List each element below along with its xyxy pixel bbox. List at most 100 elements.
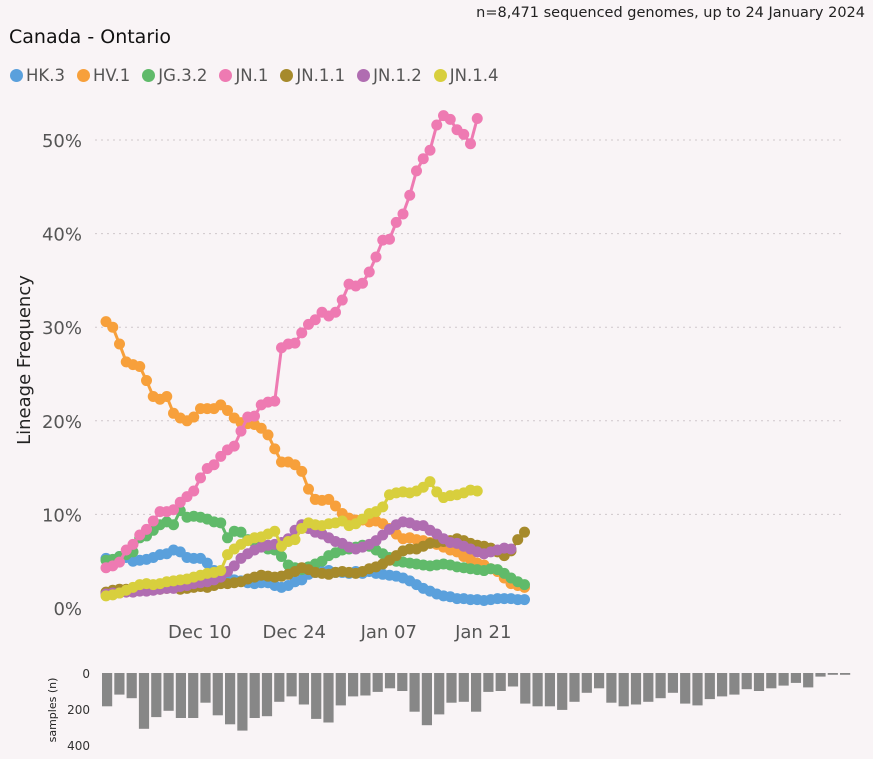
data-point bbox=[465, 138, 476, 150]
sample-bar bbox=[311, 673, 322, 719]
sample-bar bbox=[323, 673, 334, 723]
sample-bar bbox=[372, 673, 383, 692]
samples-tick-label: 200 bbox=[67, 703, 90, 717]
data-point bbox=[330, 306, 341, 318]
data-point bbox=[505, 543, 517, 555]
sample-bar bbox=[126, 673, 137, 699]
sample-bar bbox=[138, 673, 150, 729]
data-point bbox=[309, 314, 321, 326]
data-point bbox=[397, 208, 409, 220]
data-point bbox=[134, 361, 146, 373]
data-point bbox=[201, 557, 213, 569]
data-point bbox=[330, 500, 341, 512]
data-point bbox=[289, 534, 301, 546]
data-point bbox=[289, 459, 301, 471]
y-axis-label: Lineage Frequency bbox=[14, 275, 35, 445]
data-point bbox=[235, 425, 247, 437]
legend-label: JN.1.1 bbox=[296, 66, 346, 85]
data-point bbox=[114, 338, 125, 350]
data-point bbox=[323, 493, 335, 505]
sample-bar bbox=[790, 673, 801, 683]
sample-bar bbox=[249, 673, 260, 718]
sample-bar bbox=[163, 673, 174, 711]
data-point bbox=[269, 525, 281, 537]
sample-bar bbox=[544, 673, 555, 707]
sample-bar bbox=[704, 673, 715, 700]
sample-bar bbox=[298, 673, 309, 705]
data-point bbox=[141, 523, 152, 535]
data-point bbox=[188, 411, 200, 423]
legend-label: HK.3 bbox=[26, 66, 65, 85]
data-point bbox=[208, 459, 220, 471]
legend-label: JN.1 bbox=[235, 66, 269, 85]
legend-dot-icon bbox=[142, 69, 156, 82]
data-point bbox=[424, 476, 436, 488]
legend-dot-icon bbox=[280, 69, 294, 82]
legend-item: JN.1 bbox=[219, 66, 268, 85]
data-point bbox=[370, 251, 382, 263]
sample-bar bbox=[102, 673, 113, 707]
sample-bar bbox=[360, 673, 371, 696]
data-point bbox=[195, 472, 206, 484]
sample-bar bbox=[532, 673, 543, 707]
sample-bar bbox=[630, 673, 642, 705]
sample-bar bbox=[225, 673, 236, 725]
sample-bar bbox=[618, 673, 629, 707]
legend-dot-icon bbox=[433, 69, 447, 82]
y-tick-label: 20% bbox=[42, 412, 82, 433]
data-point bbox=[161, 390, 173, 402]
data-point bbox=[215, 565, 227, 577]
legend-item: JG.3.2 bbox=[142, 66, 207, 85]
data-point bbox=[289, 337, 301, 349]
samples-axis-label: samples (n) bbox=[46, 678, 59, 743]
x-tick-label: Dec 24 bbox=[263, 622, 326, 643]
sample-bar bbox=[643, 673, 654, 702]
data-point bbox=[222, 405, 233, 417]
data-point bbox=[127, 538, 139, 550]
sample-bar bbox=[667, 673, 678, 693]
data-point bbox=[296, 465, 308, 477]
legend-item: HK.3 bbox=[10, 66, 65, 85]
sample-bar bbox=[753, 673, 765, 691]
sample-bar bbox=[729, 673, 740, 695]
data-point bbox=[215, 517, 227, 529]
legend-label: HV.1 bbox=[92, 66, 131, 85]
legend-dot-icon bbox=[76, 69, 90, 82]
legend-dot-icon bbox=[219, 69, 233, 82]
data-point bbox=[147, 515, 159, 527]
data-point bbox=[471, 485, 483, 497]
data-point bbox=[458, 128, 470, 140]
legend-label: JN.1.4 bbox=[449, 66, 499, 85]
sample-bar bbox=[384, 673, 396, 689]
sample-bar bbox=[594, 673, 605, 689]
data-point bbox=[107, 321, 119, 333]
sample-bar bbox=[348, 673, 359, 697]
sample-bar bbox=[335, 673, 346, 706]
data-point bbox=[417, 153, 429, 165]
sample-bar bbox=[827, 673, 838, 675]
data-point bbox=[235, 526, 247, 538]
sample-bar bbox=[175, 673, 186, 718]
sample-bar bbox=[151, 673, 162, 718]
data-point bbox=[377, 501, 389, 513]
sample-bar bbox=[717, 673, 728, 697]
sample-bar bbox=[483, 673, 494, 692]
data-point bbox=[114, 556, 125, 568]
series-jn-1-4 bbox=[100, 476, 483, 602]
sample-bar bbox=[471, 673, 482, 712]
data-point bbox=[519, 579, 530, 591]
data-point bbox=[269, 443, 281, 455]
sample-bar bbox=[261, 673, 273, 717]
data-point bbox=[296, 327, 308, 339]
series-jn-1 bbox=[100, 110, 483, 574]
sample-bar bbox=[778, 673, 789, 686]
series-hv-1 bbox=[100, 316, 530, 593]
data-point bbox=[222, 532, 233, 544]
sample-bar bbox=[557, 673, 568, 710]
y-tick-label: 30% bbox=[42, 318, 82, 339]
data-point bbox=[249, 410, 260, 422]
sample-bar bbox=[434, 673, 445, 715]
sample-bar bbox=[495, 673, 506, 691]
sample-bar bbox=[655, 673, 666, 699]
data-point bbox=[384, 233, 395, 245]
